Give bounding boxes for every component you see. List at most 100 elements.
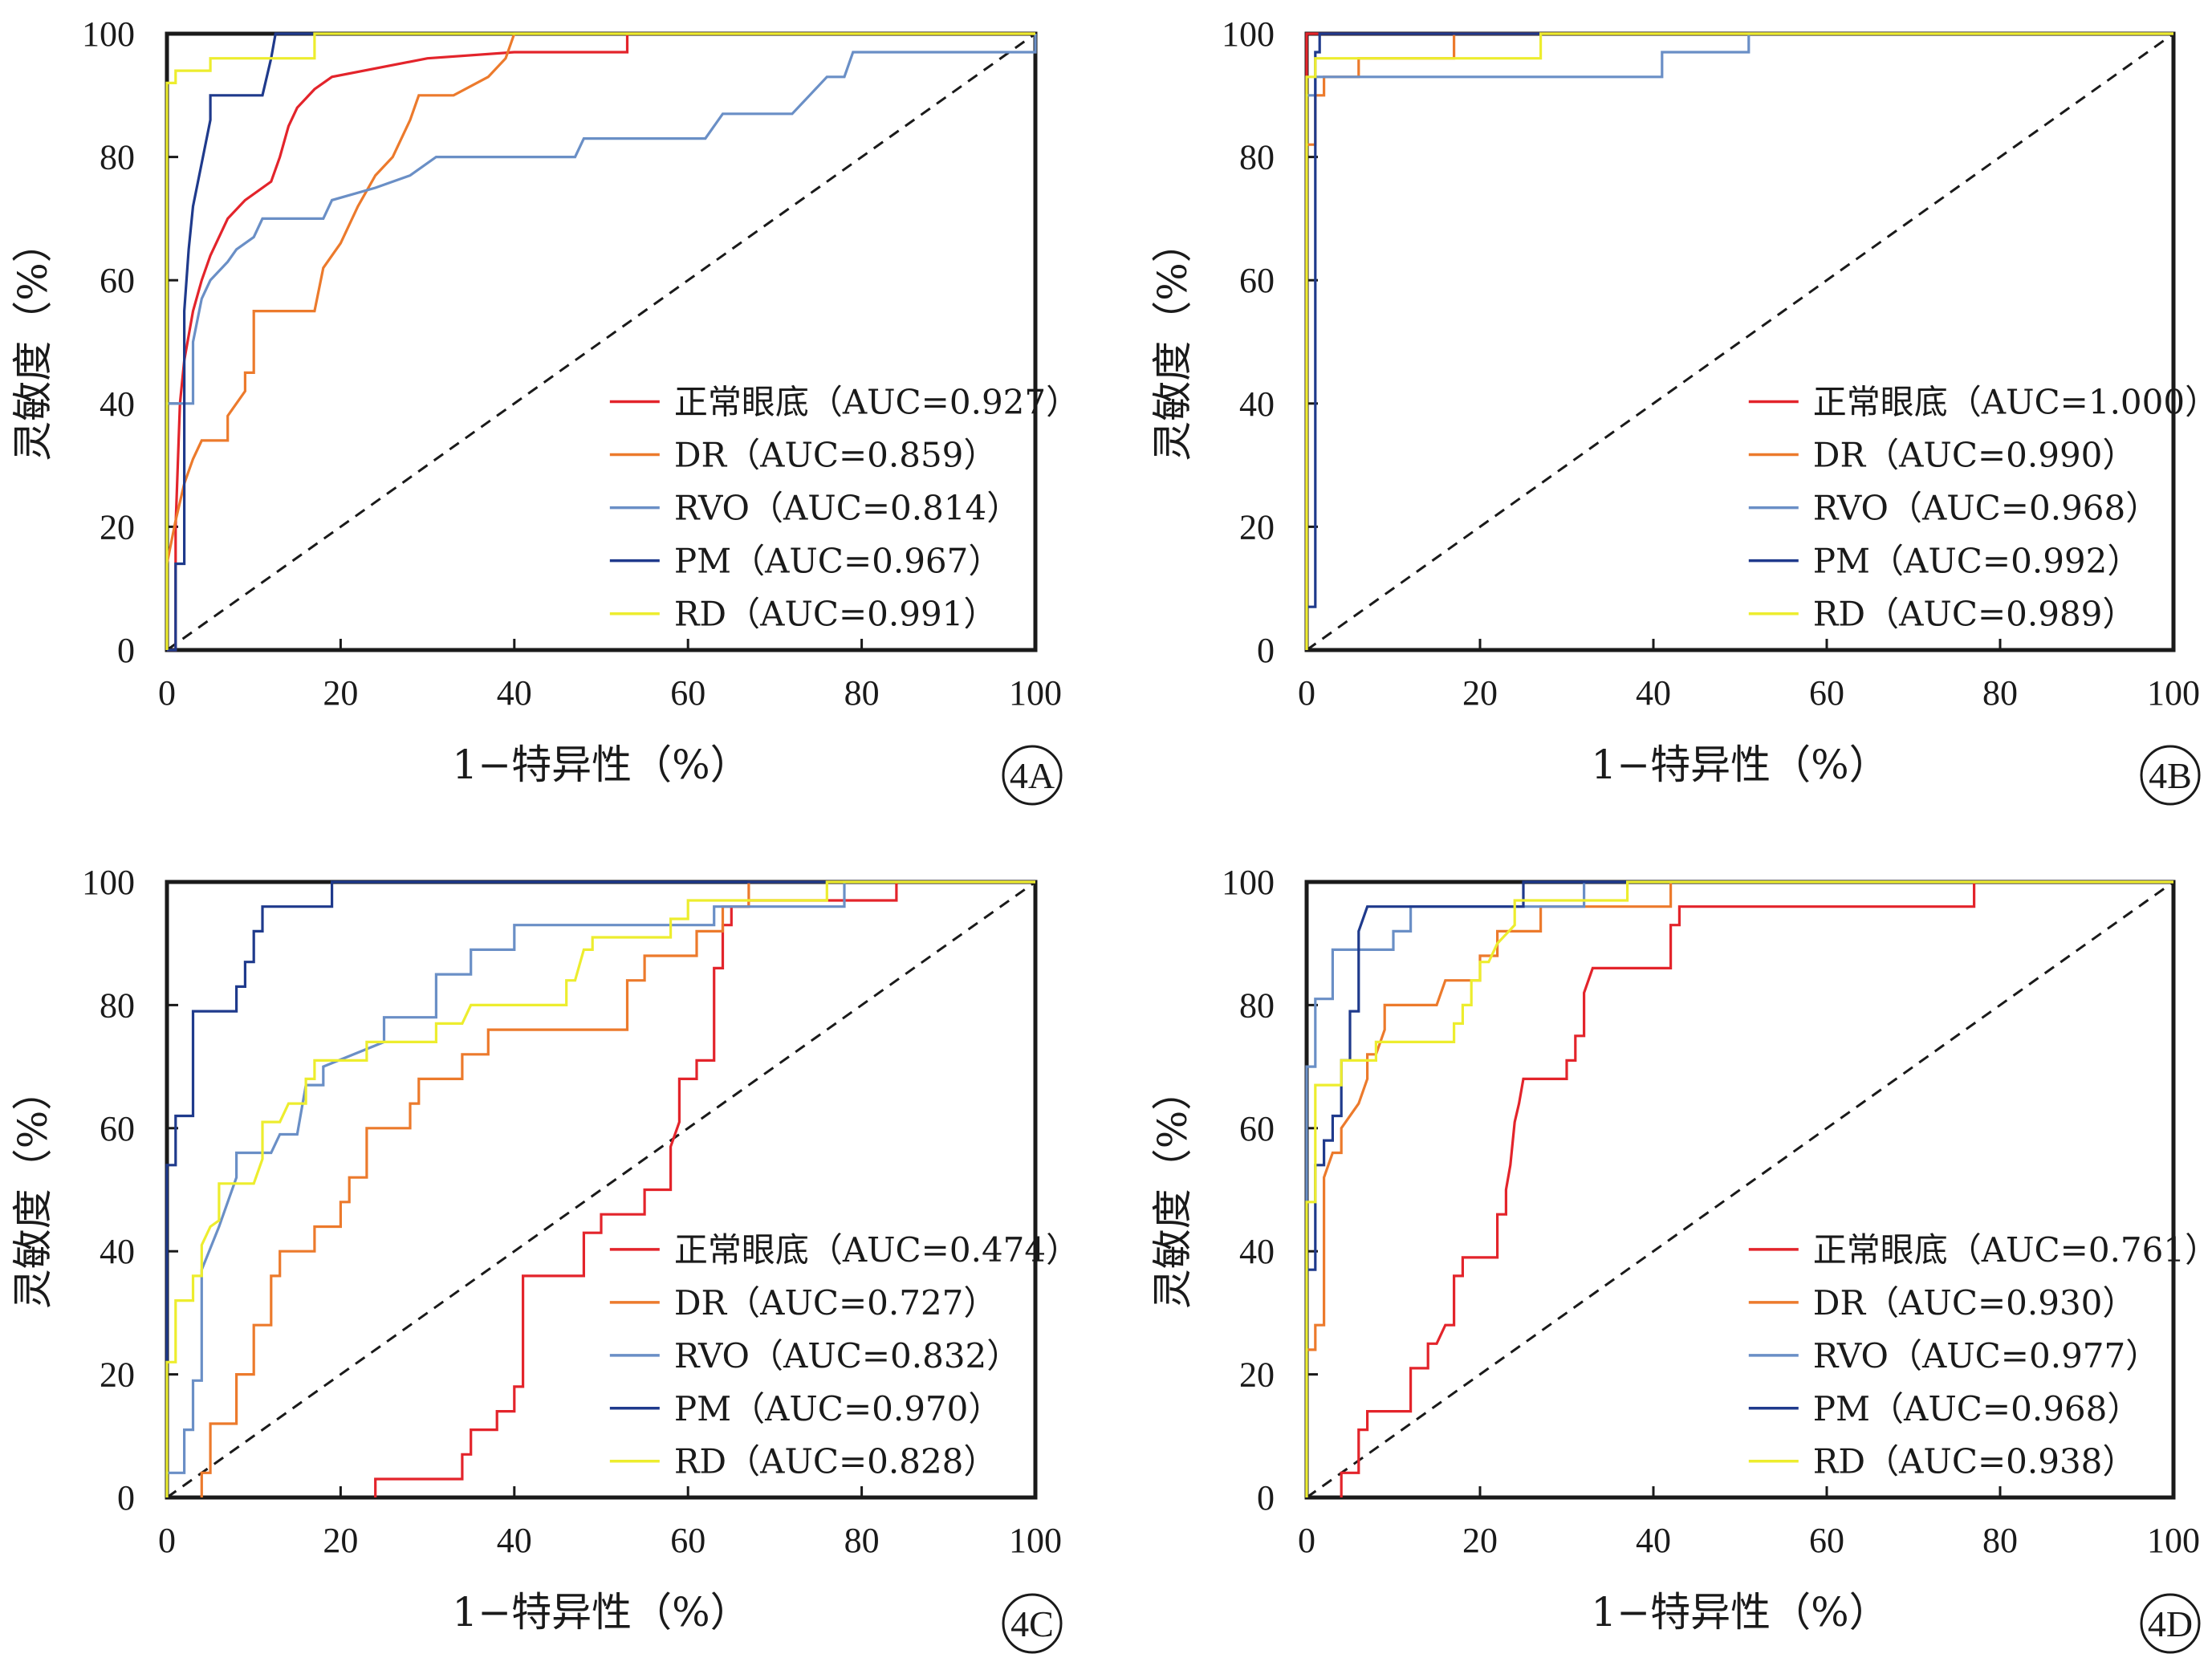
y-tick-label: 40 [1239, 1232, 1275, 1271]
reference-diagonal [166, 32, 1036, 652]
legend-entry: RD（AUC=0.938） [1813, 1442, 2137, 1481]
y-tick-label: 20 [100, 1355, 135, 1395]
y-axis-label: 灵敏度（%） [1149, 1071, 1196, 1310]
panel-tag-circle [1002, 1593, 1063, 1654]
chart-panel-4a: 0 20 40 60 80 100 0 20 40 60 80 100 1−特异性（%） 灵敏度（%） 正常… [10, 14, 1080, 806]
legend-entry: PM（AUC=0.992） [1813, 542, 2141, 581]
legend-entry: RVO（AUC=0.814） [674, 489, 1020, 528]
y-tick-label: 0 [117, 631, 135, 670]
y-tick-label: 100 [1222, 863, 1275, 902]
x-tick-label: 40 [497, 1521, 532, 1560]
y-tick-label: 100 [82, 863, 135, 902]
series-line-2 [165, 32, 1035, 650]
series-line-2 [200, 880, 1035, 1497]
x-tick-label: 80 [844, 1521, 880, 1560]
legend-entry: 正常眼底（AUC=1.000） [1813, 382, 2212, 421]
x-axis-label: 1−特异性（%） [452, 742, 750, 788]
series-line-3 [165, 34, 1037, 650]
reference-diagonal [1306, 32, 2174, 652]
y-tick-label: 0 [117, 1478, 135, 1518]
chart-panel-4b: 0 20 40 60 80 100 0 20 40 60 80 100 1−特异性（%） 灵敏度（%） 正常… [1149, 14, 2212, 806]
x-tick-label: 20 [323, 1521, 358, 1560]
x-tick-label: 60 [1809, 673, 1844, 713]
x-axis-label: 1−特异性（%） [1591, 742, 1889, 788]
y-tick-label: 60 [100, 1109, 135, 1148]
x-tick-label: 0 [1298, 1521, 1315, 1560]
y-tick-label: 80 [100, 985, 135, 1025]
x-tick-label: 0 [158, 1521, 176, 1560]
legend-entry: PM（AUC=0.970） [674, 1389, 1002, 1428]
x-tick-label: 20 [323, 673, 358, 713]
y-tick-label: 80 [100, 138, 135, 177]
panel-tag-label: 4A [1010, 755, 1055, 796]
x-axis-label: 1−特异性（%） [1591, 1589, 1889, 1636]
legend-entry: DR（AUC=0.930） [1813, 1283, 2137, 1323]
reference-diagonal [1306, 880, 2174, 1499]
y-tick-label: 60 [100, 261, 135, 300]
y-tick-label: 40 [100, 1232, 135, 1271]
x-tick-label: 0 [158, 673, 176, 713]
y-tick-label: 80 [1239, 985, 1275, 1025]
legend-entry: RVO（AUC=0.968） [1813, 489, 2159, 528]
panel-tag-circle [2140, 745, 2201, 806]
legend-entry: 正常眼底（AUC=0.927） [674, 382, 1080, 421]
series-line-1 [167, 32, 1035, 652]
x-tick-label: 20 [1462, 673, 1498, 713]
legend-entry: PM（AUC=0.967） [674, 542, 1002, 581]
y-tick-label: 100 [1222, 14, 1275, 54]
legend-entry: DR（AUC=0.859） [674, 436, 998, 475]
y-axis-label: 灵敏度（%） [1149, 222, 1196, 461]
x-tick-label: 60 [670, 1521, 705, 1560]
reference-diagonal [166, 880, 1036, 1499]
legend-entry: RD（AUC=0.828） [674, 1442, 998, 1481]
x-tick-label: 100 [2147, 1521, 2200, 1560]
panel-tag-label: 4D [2148, 1603, 2193, 1644]
x-tick-label: 100 [2147, 673, 2200, 713]
series-line-5 [1305, 32, 2173, 650]
y-tick-label: 20 [1239, 1355, 1275, 1395]
y-tick-label: 0 [1257, 1478, 1275, 1518]
series-line-3 [1305, 880, 2173, 1497]
x-tick-label: 40 [1636, 673, 1671, 713]
x-tick-label: 60 [1809, 1521, 1844, 1560]
y-tick-label: 0 [1257, 631, 1275, 670]
x-tick-label: 100 [1009, 673, 1062, 713]
series-line-5 [1305, 880, 2173, 1497]
y-axis-label: 灵敏度（%） [10, 222, 56, 461]
y-tick-label: 60 [1239, 1109, 1275, 1148]
chart-panel-4c: 0 20 40 60 80 100 0 20 40 60 80 100 1−特异性（%） 灵敏度（%） 正常… [10, 863, 1080, 1654]
y-tick-label: 40 [1239, 384, 1275, 424]
series-line-3 [1305, 32, 2173, 650]
legend-entry: DR（AUC=0.990） [1813, 436, 2137, 475]
y-axis-label: 灵敏度（%） [10, 1071, 56, 1310]
x-tick-label: 40 [1636, 1521, 1671, 1560]
x-tick-label: 40 [497, 673, 532, 713]
series-line-1 [374, 880, 1035, 1497]
x-tick-label: 80 [1982, 1521, 2018, 1560]
series-line-5 [165, 880, 1035, 1497]
series-line-4 [165, 880, 1035, 1497]
panel-tag-circle [2140, 1593, 2201, 1654]
legend-entry: RD（AUC=0.991） [674, 595, 998, 634]
x-tick-label: 60 [670, 673, 705, 713]
legend-entry: 正常眼底（AUC=0.474） [674, 1230, 1080, 1270]
y-tick-label: 20 [1239, 507, 1275, 547]
legend-entry: 正常眼底（AUC=0.761） [1813, 1230, 2212, 1270]
series-line-1 [1340, 880, 2173, 1497]
panel-tag-circle [1002, 745, 1063, 806]
series-line-3 [165, 880, 1035, 1497]
x-tick-label: 80 [844, 673, 880, 713]
y-tick-label: 60 [1239, 261, 1275, 300]
series-line-5 [165, 32, 1035, 650]
series-line-4 [167, 32, 1035, 652]
x-tick-label: 100 [1009, 1521, 1062, 1560]
x-axis-label: 1−特异性（%） [452, 1589, 750, 1636]
x-tick-label: 20 [1462, 1521, 1498, 1560]
y-tick-label: 80 [1239, 138, 1275, 177]
panel-tag-label: 4B [2149, 755, 2192, 796]
y-tick-label: 20 [100, 507, 135, 547]
legend-entry: PM（AUC=0.968） [1813, 1389, 2141, 1428]
x-tick-label: 0 [1298, 673, 1315, 713]
series-line-4 [1305, 32, 2173, 650]
